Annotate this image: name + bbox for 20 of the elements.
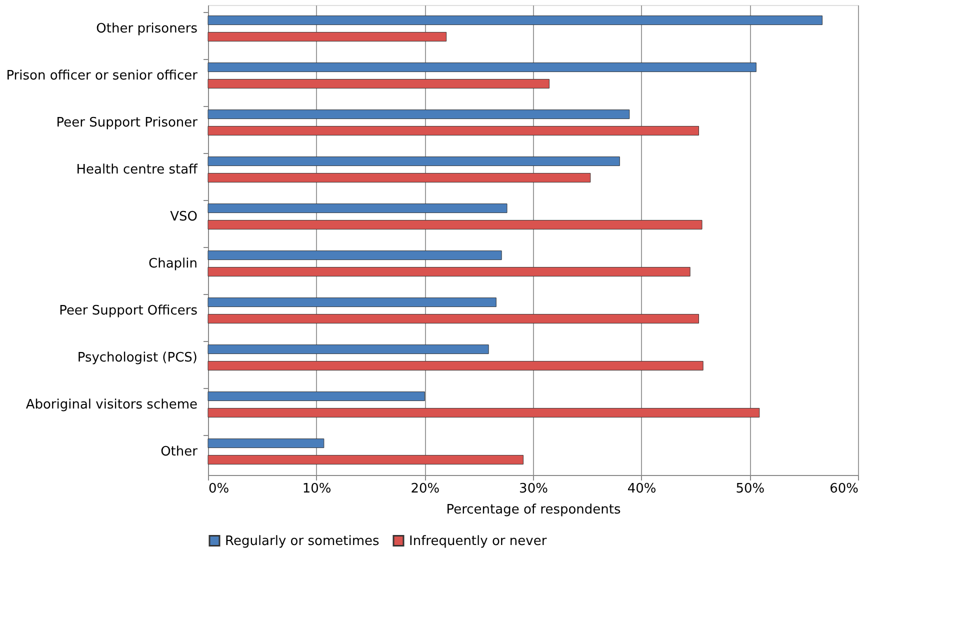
y-tick-label: Chaplin [148, 256, 198, 272]
y-tick-label: Peer Support Officers [59, 304, 198, 318]
x-tick-label: 10% [302, 482, 332, 496]
y-tick-label: Psychologist (PCS) [77, 350, 198, 366]
x-tick-label: 0% [208, 482, 230, 496]
x-tick-label: 20% [410, 482, 440, 496]
x-axis-title: Percentage of respondents [446, 502, 622, 518]
x-tick-label: 30% [519, 482, 548, 496]
y-tick-label: Other prisoners [96, 22, 198, 36]
y-tick-label: Aboriginal visitors scheme [26, 398, 198, 412]
y-tick-label: Other [160, 444, 198, 460]
y-tick-label: Health centre staff [76, 162, 199, 178]
y-tick-label: Prison officer or senior officer [6, 68, 198, 84]
x-tick-label: 60% [830, 482, 858, 496]
x-tick-label: 50% [736, 482, 765, 496]
legend-label: Regularly or sometimes [225, 534, 380, 549]
legend-label: Infrequently or never [409, 534, 548, 549]
x-tick-label: 40% [627, 482, 656, 496]
y-tick-label: VSO [170, 210, 198, 224]
y-tick-label: Peer Support Prisoner [56, 116, 198, 130]
